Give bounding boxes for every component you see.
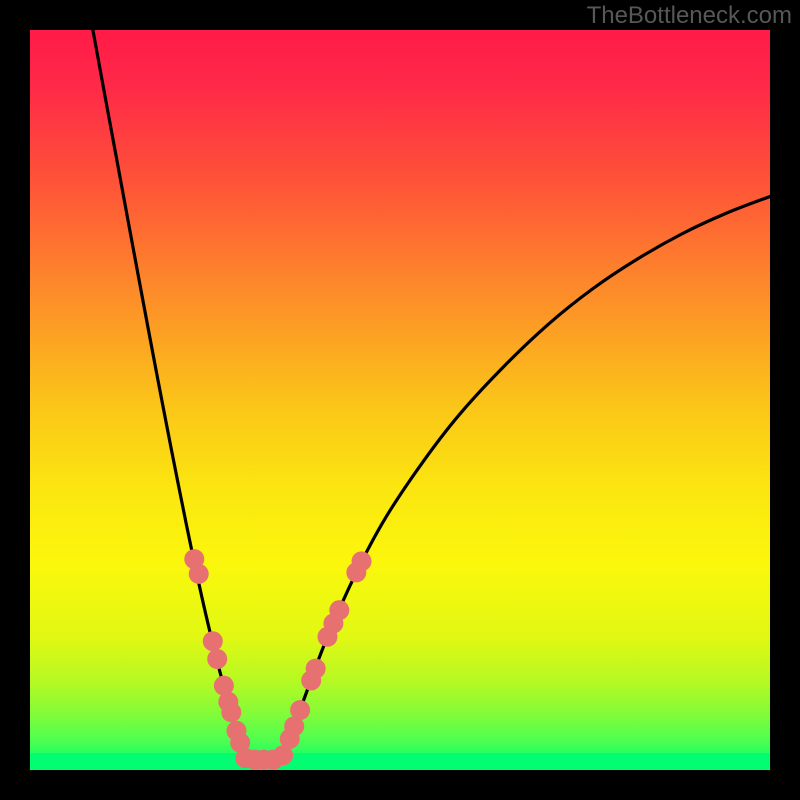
watermark-text: TheBottleneck.com [587,2,792,30]
data-marker [306,659,326,679]
chart-canvas: TheBottleneck.com [0,0,800,800]
data-marker [329,600,349,620]
data-marker [189,564,209,584]
data-marker [290,700,310,720]
chart-svg [0,0,800,800]
data-marker [207,649,227,669]
green-band [30,753,770,770]
plot-background [30,30,770,770]
data-marker [221,702,241,722]
data-marker [352,551,372,571]
data-marker [203,631,223,651]
